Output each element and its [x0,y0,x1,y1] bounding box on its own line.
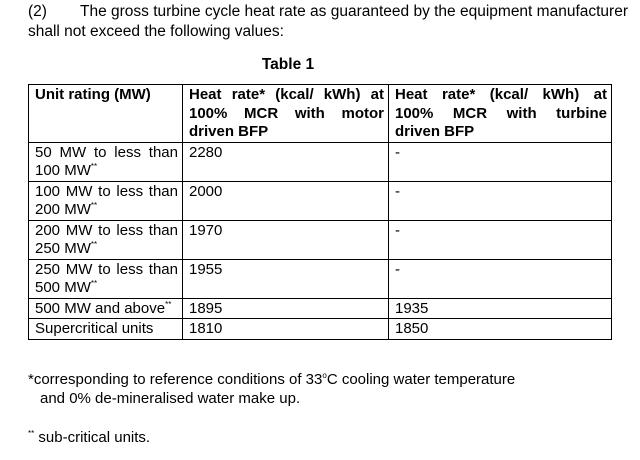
footnote-mark: ** [28,429,35,438]
turbine-heat-rate-cell: - [388,219,612,260]
motor-heat-rate-cell: 1810 [182,318,389,340]
heat-rate-table: Unit rating (MW) Heat rate* (kcal/ kWh) … [28,84,612,340]
table-row: Supercritical units 1810 1850 [28,318,612,340]
table-row: 200 MW to less than 250 MW** 1970 - [28,219,612,260]
clause-number: (2) [28,3,47,20]
degree-symbol: o [322,371,327,380]
header-turbine-driven: Heat rate* (kcal/ kWh) at 100% MCR with … [388,84,612,143]
unit-rating-cell: 50 MW to less than 100 MW** [28,141,183,182]
table-title: Table 1 [261,56,315,73]
reference-conditions-footnote: *corresponding to reference conditions o… [28,371,516,407]
footnote-mark: ** [90,162,98,171]
unit-rating-cell: 100 MW to less than 200 MW** [28,180,183,221]
motor-heat-rate-cell: 2000 [182,180,389,221]
unit-rating-cell: 200 MW to less than 250 MW** [28,219,183,260]
table-row: 250 MW to less than 500 MW** 1955 - [28,258,612,299]
table-row: 500 MW and above** 1895 1935 [28,297,612,319]
intro-paragraph: (2) The gross turbine cycle heat rate as … [28,2,628,42]
footnote-mark: ** [90,201,98,210]
turbine-heat-rate-cell: - [388,258,612,299]
intro-text: The gross turbine cycle heat rate as gua… [28,3,628,40]
header-motor-driven: Heat rate* (kcal/ kWh) at 100% MCR with … [182,84,389,143]
motor-heat-rate-cell: 1895 [182,297,389,319]
unit-rating-cell: 250 MW to less than 500 MW** [28,258,183,299]
footnote-mark: ** [165,299,172,309]
header-unit-rating: Unit rating (MW) [28,84,183,143]
footnote-mark: ** [90,279,98,288]
table-row: 50 MW to less than 100 MW** 2280 - [28,141,612,182]
unit-rating-cell: Supercritical units [28,318,183,340]
motor-heat-rate-cell: 1955 [182,258,389,299]
unit-rating-cell: 500 MW and above** [28,297,183,319]
turbine-heat-rate-cell: - [388,180,612,221]
subcritical-footnote: ** sub-critical units. [28,429,151,446]
turbine-heat-rate-cell: - [388,141,612,182]
turbine-heat-rate-cell: 1935 [388,297,612,319]
table-row: 100 MW to less than 200 MW** 2000 - [28,180,612,221]
motor-heat-rate-cell: 1970 [182,219,389,260]
footnote-mark: ** [90,240,98,249]
table-header-row: Unit rating (MW) Heat rate* (kcal/ kWh) … [28,84,612,143]
motor-heat-rate-cell: 2280 [182,141,389,182]
turbine-heat-rate-cell: 1850 [388,318,612,340]
